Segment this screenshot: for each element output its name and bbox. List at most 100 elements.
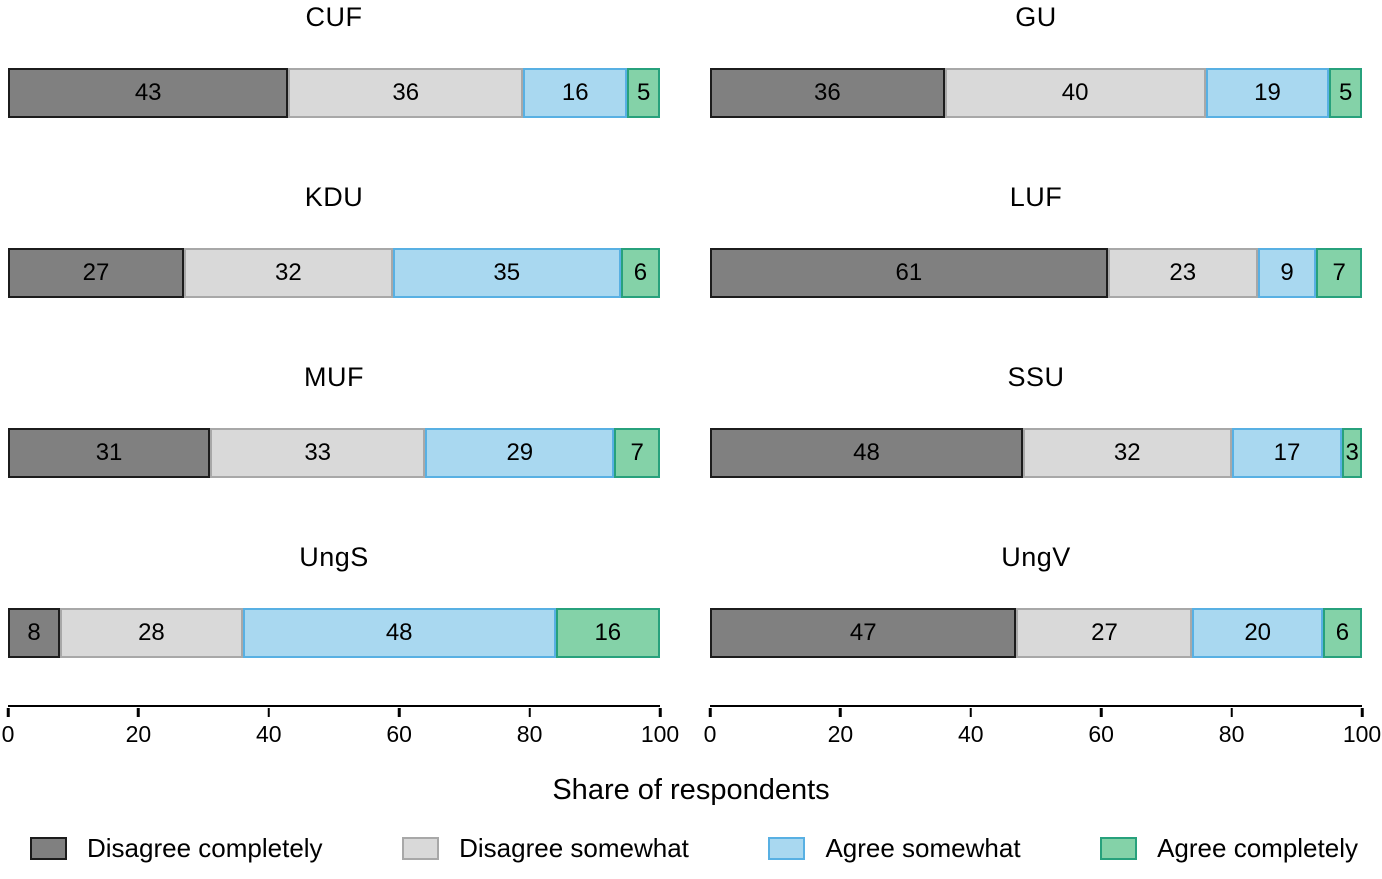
column-left: CUF 43 36 16 5 KDU 27 32 35 6 MUF 31 33 29 7 UngS 8 28 48 1… xyxy=(2,0,680,763)
segment-value-label: 31 xyxy=(95,439,123,466)
panel-title: MUF xyxy=(304,362,364,392)
x-axis-tick xyxy=(658,707,662,717)
bar-segment: 36 xyxy=(710,68,945,118)
legend-label: Disagree somewhat xyxy=(459,833,689,863)
bar-panel-muf: MUF 31 33 29 7 xyxy=(8,360,660,540)
bar-segment: 40 xyxy=(944,68,1206,118)
bar-segment: 5 xyxy=(627,68,660,118)
bar-segment: 16 xyxy=(523,68,628,118)
x-axis-tick xyxy=(137,707,140,717)
segment-value-label: 48 xyxy=(853,439,880,466)
bar-segment: 28 xyxy=(60,608,243,658)
legend-label: Agree completely xyxy=(1157,833,1358,863)
segment-value-label: 36 xyxy=(814,79,841,106)
segment-value-label: 23 xyxy=(1169,259,1197,286)
segment-value-label: 33 xyxy=(304,439,332,466)
legend-item: Disagree completely xyxy=(30,833,323,864)
x-axis-line xyxy=(8,705,660,707)
bar-segment: 8 xyxy=(8,608,61,658)
bar-segment: 27 xyxy=(1016,608,1193,658)
panel-title: GU xyxy=(1015,2,1057,32)
legend: Disagree completely Disagree somewhat Agre… xyxy=(0,833,1382,864)
x-axis-tick xyxy=(1230,707,1233,717)
panel-title: UngV xyxy=(1001,542,1071,572)
stacked-bar: 8 28 48 16 xyxy=(8,608,660,658)
bar-segment: 23 xyxy=(1107,248,1258,298)
x-axis-tick-label: 80 xyxy=(516,721,543,747)
segment-value-label: 47 xyxy=(849,619,877,646)
bar-segment: 29 xyxy=(425,428,615,478)
segment-value-label: 16 xyxy=(561,79,589,106)
x-axis-tick-label: 80 xyxy=(1218,721,1245,747)
x-axis-tick xyxy=(267,707,271,717)
x-axis-tick xyxy=(839,707,842,717)
bar-segment: 33 xyxy=(210,428,426,478)
segment-value-label: 16 xyxy=(594,619,622,646)
segment-value-label: 61 xyxy=(895,259,923,286)
x-axis: 0 20 40 60 80 100 xyxy=(2,705,679,763)
bar-panel-ungv: UngV 47 27 20 6 xyxy=(710,540,1362,658)
x-axis-tick-label: 0 xyxy=(1,721,15,747)
stacked-bar: 47 27 20 6 xyxy=(710,608,1362,658)
segment-value-label: 17 xyxy=(1273,439,1301,466)
segment-value-label: 28 xyxy=(138,619,165,646)
legend-swatch xyxy=(402,837,440,860)
bar-panel-gu: GU 36 40 19 5 xyxy=(710,0,1362,180)
stacked-bar: 61 23 9 7 xyxy=(710,248,1362,298)
bar-segment: 5 xyxy=(1329,68,1362,118)
stacked-bar: 31 33 29 7 xyxy=(8,428,660,478)
x-axis-tick-label: 100 xyxy=(640,721,680,747)
segment-value-label: 29 xyxy=(506,439,534,466)
bar-panel-luf: LUF 61 23 9 7 xyxy=(710,180,1362,360)
bar-segment: 9 xyxy=(1257,248,1317,298)
bar-segment: 43 xyxy=(8,68,289,118)
legend-item: Agree completely xyxy=(1100,833,1358,864)
x-axis-label: Share of respondents xyxy=(552,774,830,806)
panel-title: KDU xyxy=(304,182,364,212)
legend-swatch xyxy=(768,837,806,860)
bar-panel-kdu: KDU 27 32 35 6 xyxy=(8,180,660,360)
segment-value-label: 43 xyxy=(134,79,162,106)
bar-segment: 32 xyxy=(1022,428,1232,478)
x-axis-tick-label: 0 xyxy=(703,721,717,747)
bar-panel-cuf: CUF 43 36 16 5 xyxy=(8,0,660,180)
stacked-bar: 27 32 35 6 xyxy=(8,248,660,298)
panel-title: UngS xyxy=(299,542,369,572)
x-axis-tick xyxy=(528,707,531,717)
x-axis: 0 20 40 60 80 100 xyxy=(704,705,1381,763)
bar-segment: 27 xyxy=(8,248,185,298)
panel-title: LUF xyxy=(1009,182,1063,212)
bar-segment: 19 xyxy=(1205,68,1330,118)
bar-segment: 20 xyxy=(1192,608,1323,658)
segment-value-label: 3 xyxy=(1345,439,1359,466)
segment-value-label: 6 xyxy=(633,259,648,286)
bar-segment: 17 xyxy=(1231,428,1343,478)
bar-segment: 7 xyxy=(1316,248,1362,298)
panel-grid: CUF 43 36 16 5 KDU 27 32 35 6 MUF 31 33 29 7 UngS 8 28 48 1… xyxy=(2,0,1382,763)
segment-value-label: 40 xyxy=(1061,79,1089,106)
segment-value-label: 6 xyxy=(1335,619,1350,646)
column-right: GU 36 40 19 5 LUF 61 23 9 7 SSU 48 32 17 3 UngV 47 27 20 6 0… xyxy=(704,0,1382,763)
x-axis-tick-label: 20 xyxy=(827,721,854,747)
x-axis-tick-label: 20 xyxy=(125,721,152,747)
segment-value-label: 32 xyxy=(274,259,302,286)
bar-segment: 3 xyxy=(1342,428,1362,478)
bar-segment: 7 xyxy=(614,428,660,478)
bar-segment: 6 xyxy=(1322,608,1362,658)
segment-value-label: 8 xyxy=(27,619,41,646)
segment-value-label: 20 xyxy=(1244,619,1272,646)
segment-value-label: 19 xyxy=(1254,79,1281,106)
segment-value-label: 7 xyxy=(630,439,644,466)
segment-value-label: 32 xyxy=(1113,439,1141,466)
legend-label: Disagree completely xyxy=(87,833,323,863)
segment-value-label: 27 xyxy=(82,259,110,286)
segment-value-label: 27 xyxy=(1091,619,1118,646)
x-axis-tick xyxy=(1099,707,1103,717)
bar-segment: 61 xyxy=(710,248,1108,298)
x-axis-tick xyxy=(6,707,10,717)
bar-segment: 48 xyxy=(710,428,1023,478)
bar-segment: 48 xyxy=(242,608,556,658)
legend-item: Agree somewhat xyxy=(768,833,1021,864)
bar-segment: 31 xyxy=(8,428,211,478)
